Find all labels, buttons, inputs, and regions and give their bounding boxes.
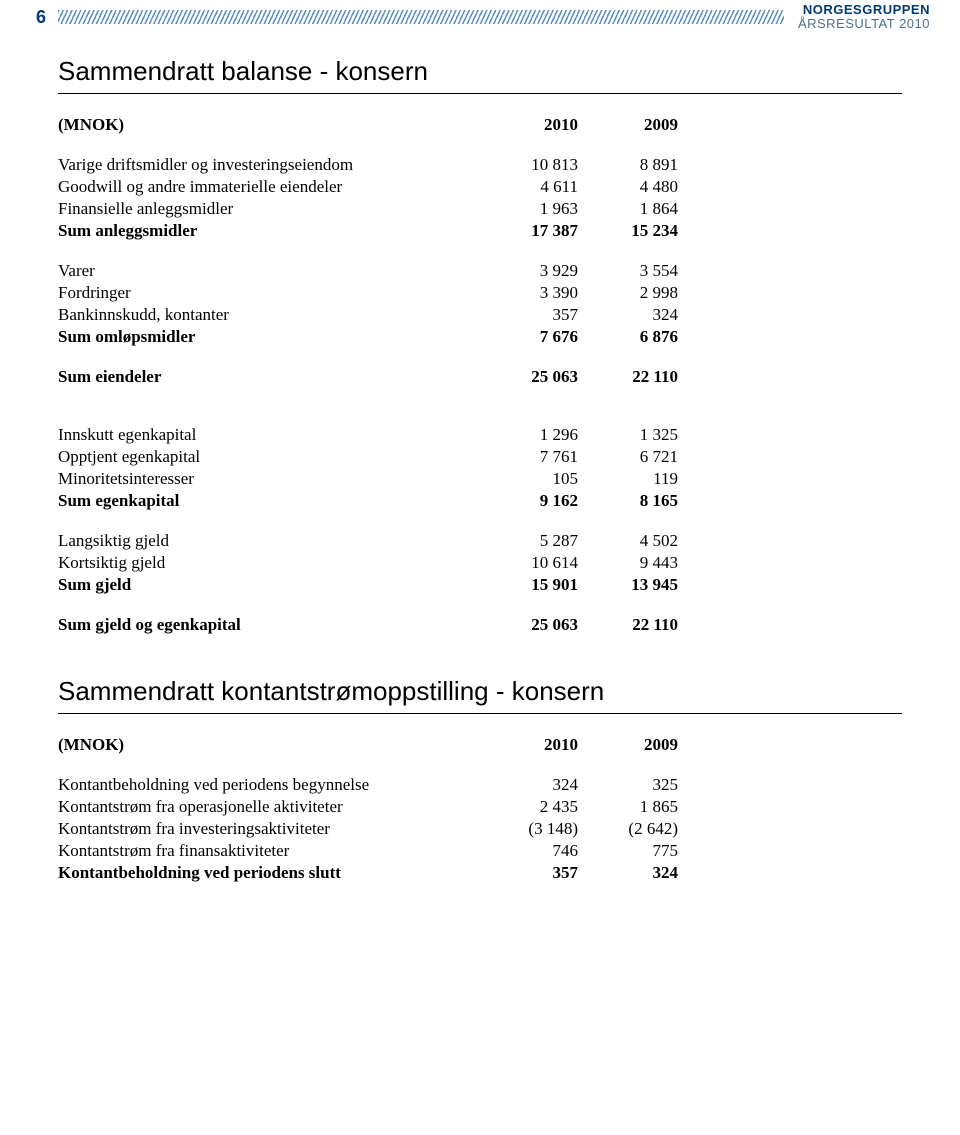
table-row: Varer 3 929 3 554 [58,260,678,282]
table-row: Kontantstrøm fra operasjonelle aktivitet… [58,796,678,818]
table-row: Kontantstrøm fra investeringsaktiviteter… [58,818,678,840]
table-row: Kortsiktig gjeld 10 614 9 443 [58,552,678,574]
table-row: Innskutt egenkapital 1 296 1 325 [58,424,678,446]
table-row: Varige driftsmidler og investeringseiend… [58,154,678,176]
table-row: Kontantstrøm fra finansaktiviteter 746 7… [58,840,678,862]
logo-company: NORGESGRUPPEN [798,3,930,17]
col-header-2009: 2009 [578,734,678,756]
page-number: 6 [36,7,46,28]
table-row-sum: Sum gjeld 15 901 13 945 [58,574,678,596]
balance-title: Sammendratt balanse - konsern [58,56,902,94]
table-row-sum: Sum gjeld og egenkapital 25 063 22 110 [58,614,678,636]
table-row: Finansielle anleggsmidler 1 963 1 864 [58,198,678,220]
table-row-sum: Sum omløpsmidler 7 676 6 876 [58,326,678,348]
table-row: Opptjent egenkapital 7 761 6 721 [58,446,678,468]
table-header-row: (MNOK) 2010 2009 [58,114,678,136]
table-row: Goodwill og andre immaterielle eiendeler… [58,176,678,198]
table-row-sum: Kontantbeholdning ved periodens slutt 35… [58,862,678,884]
logo-subtitle: ÅRSRESULTAT 2010 [798,17,930,31]
table-row: Langsiktig gjeld 5 287 4 502 [58,530,678,552]
table-row-sum: Sum anleggsmidler 17 387 15 234 [58,220,678,242]
table-row: Fordringer 3 390 2 998 [58,282,678,304]
balance-table: (MNOK) 2010 2009 Varige driftsmidler og … [58,114,678,636]
table-header-row: (MNOK) 2010 2009 [58,734,678,756]
table-row-sum: Sum eiendeler 25 063 22 110 [58,366,678,388]
col-header-2010: 2010 [478,734,578,756]
page-header: 6 NORGESGRUPPEN ÅRSRESULTAT 2010 [0,0,960,34]
unit-label: (MNOK) [58,734,478,756]
cashflow-table: (MNOK) 2010 2009 Kontantbeholdning ved p… [58,734,678,884]
col-header-2010: 2010 [478,114,578,136]
cashflow-title: Sammendratt kontantstrømoppstilling - ko… [58,676,902,714]
logo: NORGESGRUPPEN ÅRSRESULTAT 2010 [798,3,930,30]
table-row-sum: Sum egenkapital 9 162 8 165 [58,490,678,512]
unit-label: (MNOK) [58,114,478,136]
col-header-2009: 2009 [578,114,678,136]
table-row: Minoritetsinteresser 105 119 [58,468,678,490]
header-hatch-pattern [58,10,784,24]
table-row: Kontantbeholdning ved periodens begynnel… [58,774,678,796]
table-row: Bankinnskudd, kontanter 357 324 [58,304,678,326]
page-content: Sammendratt balanse - konsern (MNOK) 201… [0,34,960,884]
